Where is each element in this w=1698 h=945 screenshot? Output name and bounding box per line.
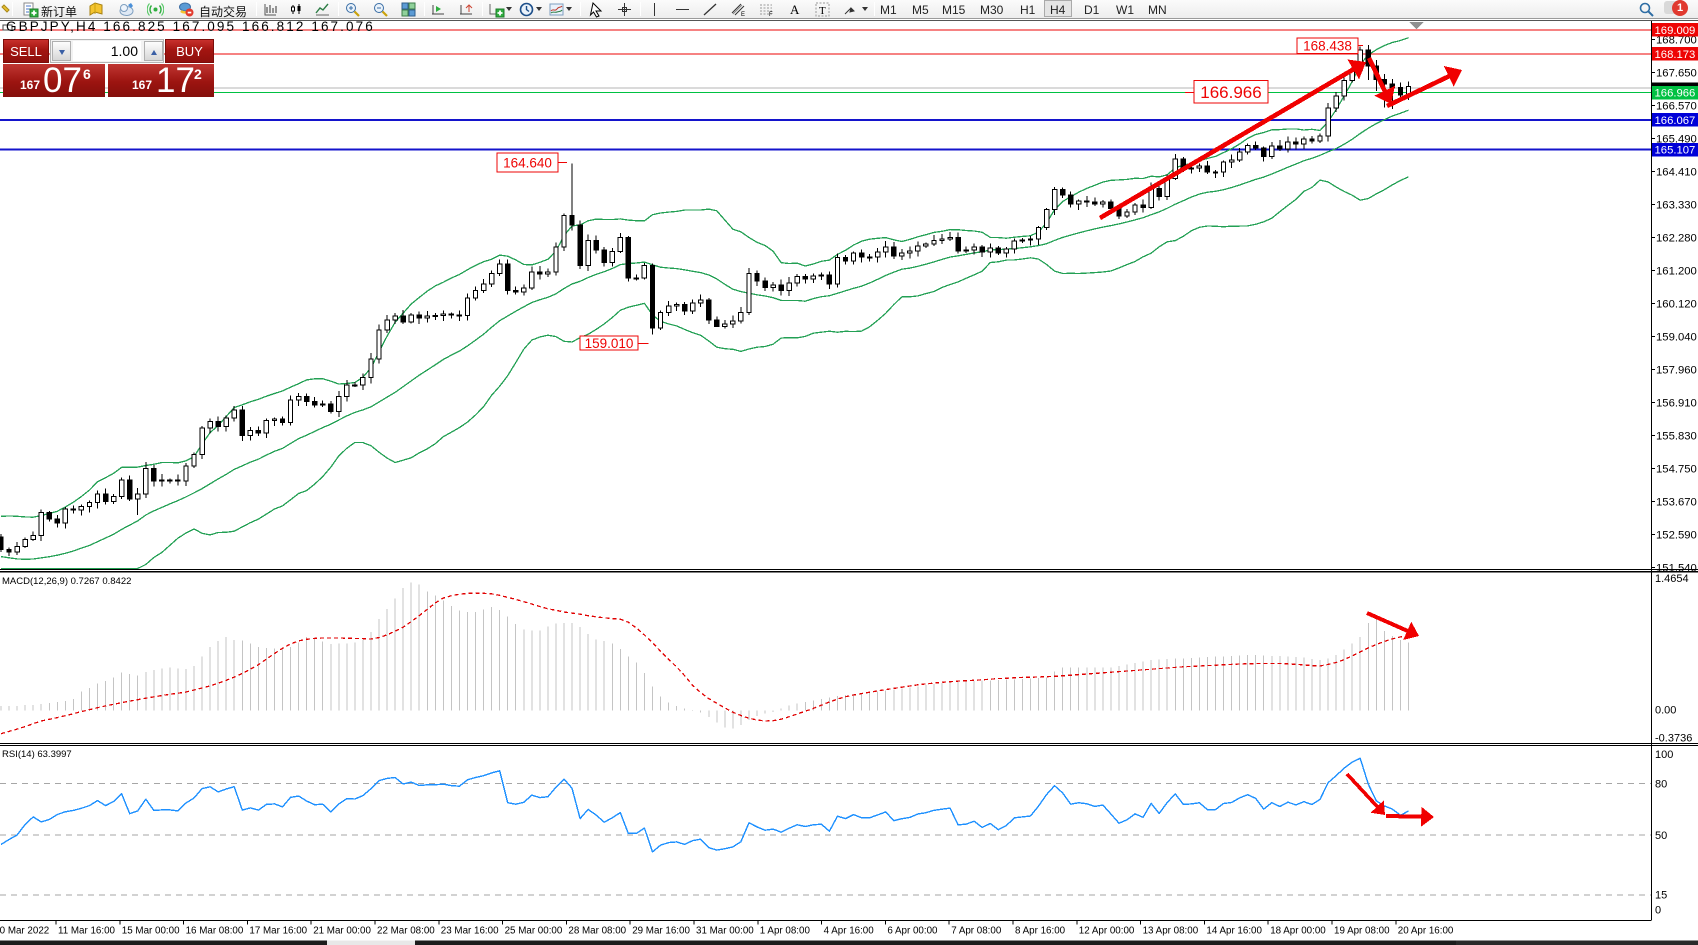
svg-text:163.330: 163.330 bbox=[1656, 200, 1697, 212]
svg-text:4 Apr 16:00: 4 Apr 16:00 bbox=[824, 926, 875, 937]
svg-text:166.067: 166.067 bbox=[1655, 115, 1696, 127]
svg-text:18 Apr 00:00: 18 Apr 00:00 bbox=[1270, 926, 1326, 937]
svg-text:RSI(14) 63.3997: RSI(14) 63.3997 bbox=[2, 749, 72, 760]
svg-text:13 Apr 08:00: 13 Apr 08:00 bbox=[1143, 926, 1199, 937]
svg-text:154.750: 154.750 bbox=[1656, 464, 1697, 476]
svg-text:152.590: 152.590 bbox=[1656, 530, 1697, 542]
svg-text:T: T bbox=[819, 5, 826, 17]
svg-text:168.438: 168.438 bbox=[1303, 39, 1352, 54]
svg-text:156.910: 156.910 bbox=[1656, 398, 1697, 410]
svg-text:14 Apr 16:00: 14 Apr 16:00 bbox=[1206, 926, 1262, 937]
svg-text:11 Mar 16:00: 11 Mar 16:00 bbox=[58, 926, 116, 937]
svg-text:166.966: 166.966 bbox=[1200, 83, 1261, 102]
svg-text:168.173: 168.173 bbox=[1655, 49, 1696, 61]
svg-text:28 Mar 08:00: 28 Mar 08:00 bbox=[568, 926, 626, 937]
svg-text:153.670: 153.670 bbox=[1656, 497, 1697, 509]
svg-text:0.00: 0.00 bbox=[1655, 705, 1676, 717]
svg-text:165.107: 165.107 bbox=[1655, 145, 1696, 157]
svg-text:151.540: 151.540 bbox=[1656, 563, 1697, 575]
svg-text:155.830: 155.830 bbox=[1656, 431, 1697, 443]
svg-text:29 Mar 16:00: 29 Mar 16:00 bbox=[632, 926, 690, 937]
svg-text:A: A bbox=[790, 2, 800, 17]
svg-text:GBPJPY,H4 166.825 167.095 166.: GBPJPY,H4 166.825 167.095 166.812 167.07… bbox=[6, 19, 375, 34]
svg-text:1.4654: 1.4654 bbox=[1655, 573, 1689, 585]
svg-text:7 Apr 08:00: 7 Apr 08:00 bbox=[951, 926, 1002, 937]
svg-text:25 Mar 00:00: 25 Mar 00:00 bbox=[505, 926, 563, 937]
svg-text:12 Apr 00:00: 12 Apr 00:00 bbox=[1079, 926, 1135, 937]
svg-text:0: 0 bbox=[1655, 905, 1661, 917]
svg-text:21 Mar 00:00: 21 Mar 00:00 bbox=[313, 926, 371, 937]
svg-text:-0.3736: -0.3736 bbox=[1655, 733, 1692, 745]
svg-text:161.200: 161.200 bbox=[1656, 266, 1697, 278]
svg-text:16 Mar 08:00: 16 Mar 08:00 bbox=[186, 926, 244, 937]
svg-text:100: 100 bbox=[1655, 749, 1673, 761]
svg-text:160.120: 160.120 bbox=[1656, 299, 1697, 311]
svg-text:169.009: 169.009 bbox=[1655, 25, 1696, 37]
svg-text:10 Mar 2022: 10 Mar 2022 bbox=[0, 926, 49, 937]
svg-text:19 Apr 08:00: 19 Apr 08:00 bbox=[1334, 926, 1390, 937]
svg-text:80: 80 bbox=[1655, 779, 1667, 791]
svg-text:168.700: 168.700 bbox=[1656, 35, 1697, 47]
svg-text:164.410: 164.410 bbox=[1656, 167, 1697, 179]
svg-text:E: E bbox=[741, 12, 745, 18]
svg-text:F: F bbox=[769, 12, 773, 18]
svg-text:157.960: 157.960 bbox=[1656, 365, 1697, 377]
svg-text:162.280: 162.280 bbox=[1656, 233, 1697, 245]
svg-text:20 Apr 16:00: 20 Apr 16:00 bbox=[1398, 926, 1454, 937]
svg-text:1 Apr 08:00: 1 Apr 08:00 bbox=[760, 926, 811, 937]
svg-text:8 Apr 16:00: 8 Apr 16:00 bbox=[1015, 926, 1066, 937]
svg-text:6 Apr 00:00: 6 Apr 00:00 bbox=[887, 926, 938, 937]
svg-text:159.010: 159.010 bbox=[585, 336, 634, 351]
svg-text:23 Mar 16:00: 23 Mar 16:00 bbox=[441, 926, 499, 937]
svg-text:167.650: 167.650 bbox=[1656, 68, 1697, 80]
svg-text:166.570: 166.570 bbox=[1656, 101, 1697, 113]
svg-text:159.040: 159.040 bbox=[1656, 332, 1697, 344]
svg-text:164.640: 164.640 bbox=[503, 155, 552, 170]
svg-text:31 Mar 00:00: 31 Mar 00:00 bbox=[696, 926, 754, 937]
svg-text:15: 15 bbox=[1655, 890, 1667, 902]
svg-text:15 Mar 00:00: 15 Mar 00:00 bbox=[122, 926, 180, 937]
svg-text:22 Mar 08:00: 22 Mar 08:00 bbox=[377, 926, 435, 937]
svg-text:165.490: 165.490 bbox=[1656, 134, 1697, 146]
svg-text:166.966: 166.966 bbox=[1655, 88, 1696, 100]
svg-text:MACD(12,26,9) 0.7267 0.8422: MACD(12,26,9) 0.7267 0.8422 bbox=[2, 576, 131, 587]
svg-text:50: 50 bbox=[1655, 830, 1667, 842]
svg-text:17 Mar 16:00: 17 Mar 16:00 bbox=[249, 926, 307, 937]
